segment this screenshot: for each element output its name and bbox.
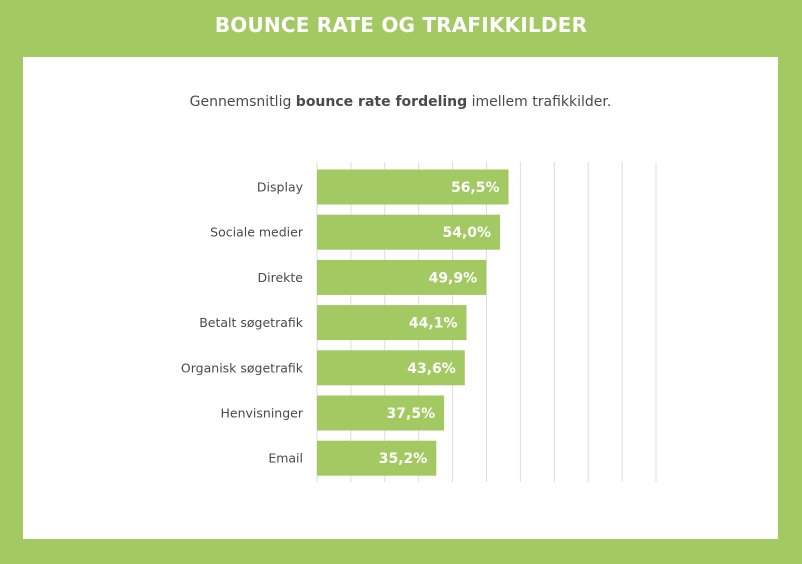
chart-panel: Gennemsnitlig bounce rate fordeling imel… [23, 57, 778, 539]
category-label: Email [268, 451, 303, 466]
value-label: 54,0% [442, 225, 491, 241]
subtitle-suffix: imellem trafikkilder. [467, 94, 612, 110]
category-label: Sociale medier [210, 225, 304, 240]
subtitle-bold: bounce rate fordeling [295, 94, 468, 110]
chart-subtitle: Gennemsnitlig bounce rate fordeling imel… [23, 94, 778, 110]
bar [317, 440, 437, 476]
bar [317, 214, 501, 250]
value-label: 35,2% [379, 451, 428, 467]
bar [317, 395, 445, 431]
value-label: 37,5% [387, 406, 436, 422]
category-labels: Display Sociale medier Direkte Betalt søget… [181, 180, 304, 466]
category-label: Organisk søgetrafik [181, 360, 304, 375]
bar [317, 350, 465, 386]
page-title: BOUNCE RATE OG TRAFIKKILDER [214, 13, 588, 37]
value-labels: 56,5% 54,0% 49,9% 44,1% 43,6% 37,5% 35,2% [379, 180, 500, 467]
category-label: Display [257, 180, 304, 195]
value-label: 49,9% [429, 270, 478, 286]
subtitle-prefix: Gennemsnitlig [189, 94, 296, 110]
bar [317, 305, 467, 341]
category-label: Betalt søgetrafik [199, 315, 304, 330]
value-label: 43,6% [407, 361, 456, 377]
value-label: 56,5% [451, 180, 500, 196]
category-label: Direkte [258, 270, 304, 285]
bar [317, 169, 509, 205]
value-label: 44,1% [409, 316, 458, 332]
bar-chart: Display Sociale medier Direkte Betalt søget… [181, 162, 657, 482]
category-label: Henvisninger [221, 406, 304, 421]
bar [317, 259, 487, 295]
bars [317, 169, 509, 476]
